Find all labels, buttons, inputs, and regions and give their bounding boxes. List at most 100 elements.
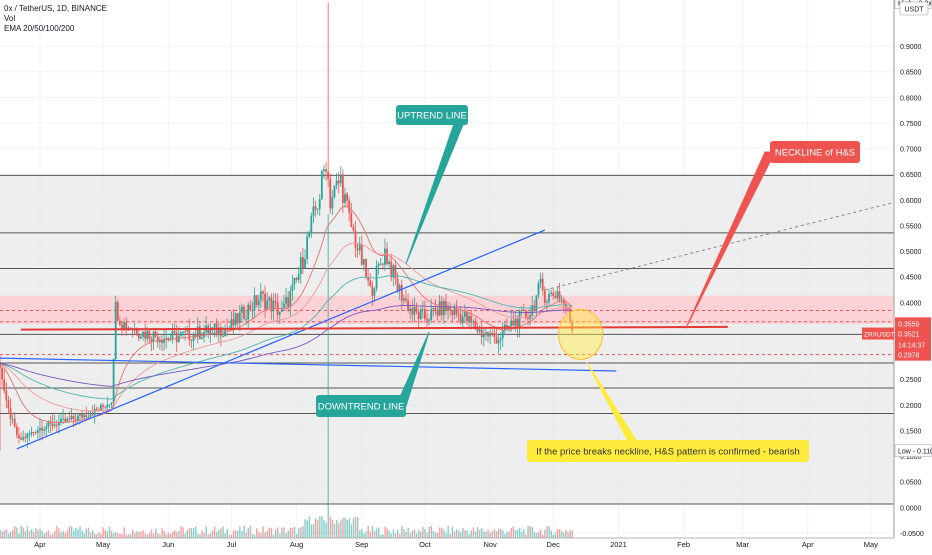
candle-body: [550, 292, 553, 294]
candle-body: [182, 331, 184, 333]
candle-body: [285, 297, 287, 304]
candle-body: [447, 307, 449, 311]
volume-bar: [152, 533, 155, 538]
candle-body: [367, 277, 370, 281]
candle-body: [293, 277, 296, 285]
candle-body: [238, 312, 241, 323]
volume-bar: [3, 530, 6, 538]
volume-bar: [0, 529, 1, 538]
candle-body: [45, 426, 48, 430]
volume-bar: [558, 529, 561, 538]
volume-bar: [487, 529, 489, 538]
price-label: 0.3521: [898, 332, 920, 339]
volume-bar: [464, 530, 466, 538]
volume-bar: [506, 531, 508, 538]
candle-body: [24, 437, 27, 439]
candle-body: [392, 265, 395, 278]
symbol-title[interactable]: 0x / TetherUS, 1D, BINANCE: [4, 4, 107, 13]
candle-body: [314, 206, 317, 210]
candle-body: [543, 290, 546, 303]
candle-body: [264, 293, 266, 309]
volume-bar: [281, 527, 283, 538]
candle-body: [9, 408, 12, 420]
candle-body: [554, 295, 557, 298]
volume-indicator-label[interactable]: Vol: [4, 14, 16, 23]
ema-50-line: [0, 242, 573, 412]
volume-bar: [37, 529, 39, 538]
volume-bar: [62, 531, 64, 538]
candle-body: [470, 315, 473, 323]
candle-body: [453, 308, 456, 316]
candle-body: [360, 244, 363, 265]
y-tick-label: 0.4500: [900, 275, 922, 282]
volume-bar: [20, 525, 22, 538]
price-label: Low - 0.1105: [898, 449, 932, 456]
price-label-bg: [895, 348, 931, 361]
x-tick-label: Aug: [290, 540, 303, 549]
candle-body: [87, 416, 90, 418]
candle-body: [249, 304, 252, 311]
candle-body: [516, 319, 519, 328]
volume-bar: [58, 528, 60, 538]
candle-body: [184, 331, 187, 333]
volume-bar: [77, 529, 79, 538]
candle-body: [278, 312, 281, 315]
candle-body: [451, 310, 454, 316]
candle-body: [354, 230, 357, 249]
candle-body: [85, 414, 88, 418]
candle-body: [461, 316, 464, 323]
candle-body: [251, 310, 254, 311]
candle-body: [308, 232, 311, 237]
candle-body: [501, 330, 504, 339]
candle-body: [13, 419, 16, 427]
x-tick-label: Feb: [677, 540, 690, 549]
volume-bar: [561, 531, 563, 538]
y-tick-label: 0.1000: [900, 454, 922, 461]
volume-bar: [134, 532, 136, 538]
candle-body: [102, 404, 104, 407]
volume-bar: [420, 531, 422, 538]
candle-body: [430, 308, 433, 321]
volume-bar: [382, 534, 384, 538]
price-label-bg: [895, 327, 931, 340]
volume-bar: [373, 530, 376, 538]
ema-indicator-label[interactable]: EMA 20/50/100/200: [4, 24, 75, 33]
volume-bar: [331, 519, 334, 538]
note-annotation: If the price breaks neckline, H&S patter…: [536, 447, 799, 458]
volume-bar: [211, 530, 214, 538]
candle-body: [243, 306, 245, 320]
candle-body: [379, 263, 382, 265]
volume-bar: [422, 526, 424, 538]
volume-bar: [531, 526, 533, 538]
candle-body: [424, 308, 426, 319]
volume-bar: [33, 531, 35, 538]
volume-bar: [165, 534, 167, 538]
candle-body: [62, 418, 65, 420]
volume-bar: [312, 523, 315, 538]
volume-bar: [329, 516, 332, 538]
volume-bar: [161, 528, 163, 538]
candle-body: [224, 328, 226, 337]
candle-body: [217, 327, 220, 335]
volume-bar: [348, 518, 350, 538]
volume-bar: [207, 534, 210, 538]
volume-bar: [266, 530, 268, 538]
volume-bar: [115, 532, 117, 538]
candle-body: [440, 301, 443, 316]
candle-body: [352, 227, 355, 231]
volume-bar: [310, 524, 313, 538]
volume-bar: [264, 532, 266, 538]
y-tick-label: 0.7500: [900, 121, 922, 128]
volume-bar: [24, 530, 27, 538]
candle-body: [344, 193, 346, 203]
candle-body: [510, 320, 513, 326]
volume-bar: [260, 532, 262, 538]
candle-body: [329, 178, 332, 209]
volume-bar: [125, 534, 128, 538]
candle-body: [259, 291, 262, 301]
volume-bar: [289, 527, 292, 538]
candle-body: [34, 432, 37, 434]
downtrend-annotation-box: [316, 395, 406, 417]
